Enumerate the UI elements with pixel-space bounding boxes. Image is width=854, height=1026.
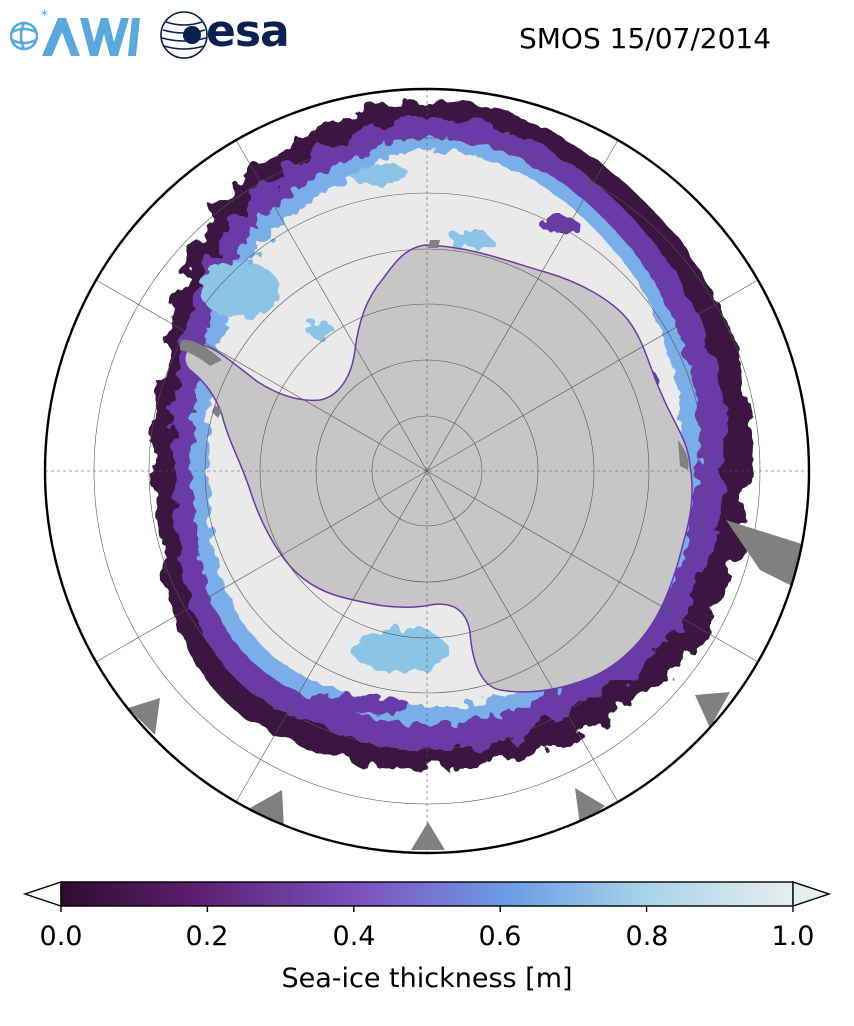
antarctica-land <box>180 240 693 693</box>
colorbar-tick-label: 0.4 <box>332 921 376 952</box>
colorbar <box>22 881 832 912</box>
continent <box>184 244 693 693</box>
polar-map <box>43 87 811 855</box>
no-data-wedges <box>128 520 805 850</box>
colorbar-tick-label: 0.2 <box>185 921 229 952</box>
colorbar-gradient <box>60 881 794 907</box>
svg-text:*: * <box>41 8 48 24</box>
esa-logo-mark <box>160 11 208 59</box>
colorbar-tick-label: 0.0 <box>39 921 83 952</box>
colorbar-tick-label: 0.6 <box>478 921 522 952</box>
map-boundary <box>43 87 811 855</box>
graticule <box>45 89 809 853</box>
colorbar-tick-label: 1.0 <box>771 921 815 952</box>
colorbar-extend-low <box>22 881 62 907</box>
map-title: SMOS 15/07/2014 <box>519 22 772 55</box>
colorbar-label: Sea-ice thickness [m] <box>281 963 573 994</box>
awi-logo: * <box>9 8 140 56</box>
colorbar-extend-high <box>792 881 832 907</box>
colorbar-tick-label: 0.8 <box>625 921 669 952</box>
esa-wordmark: esa <box>206 6 290 57</box>
